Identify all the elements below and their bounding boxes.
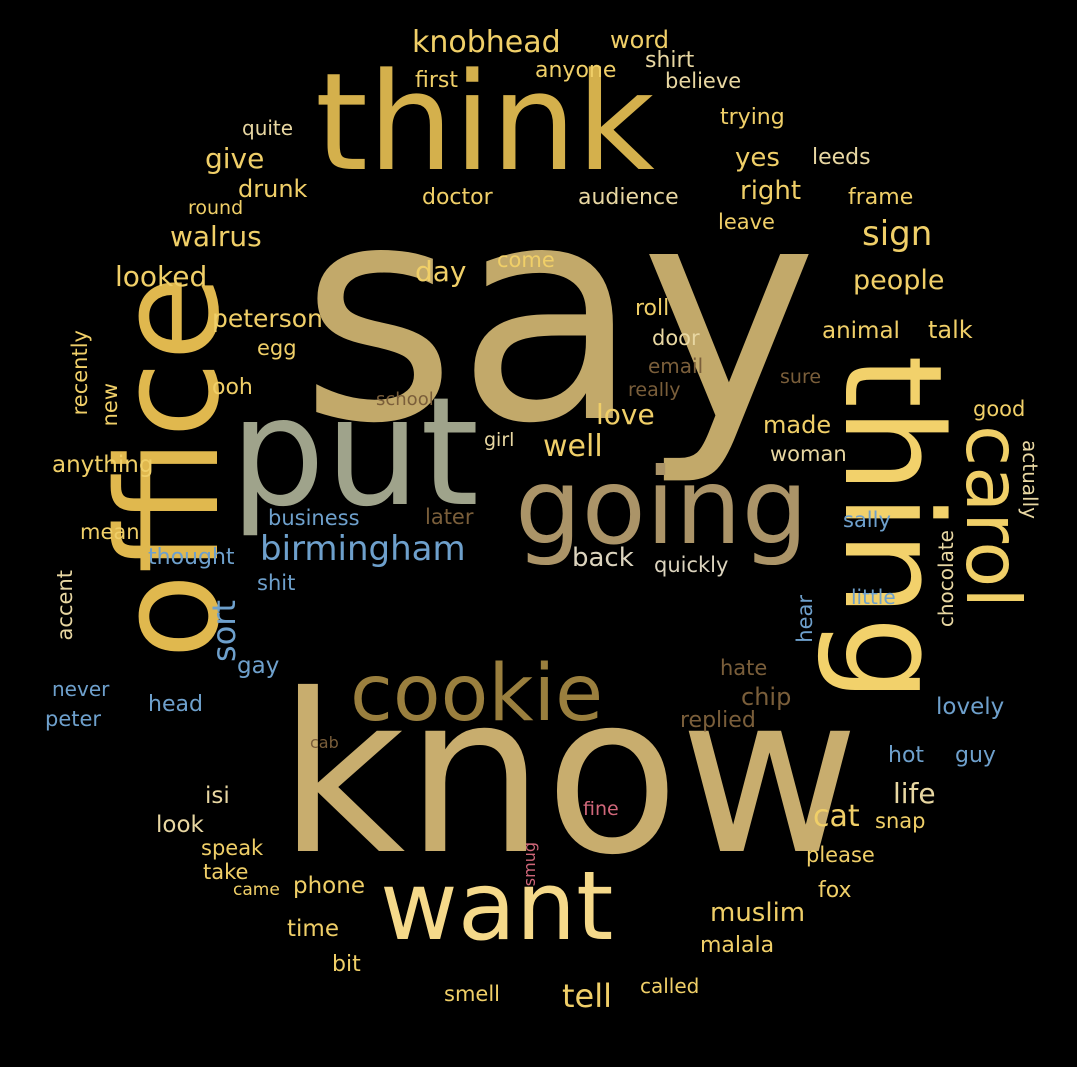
word-never: never bbox=[52, 677, 110, 701]
word-put: put bbox=[230, 366, 480, 540]
word-leave: leave bbox=[718, 210, 775, 234]
word-back: back bbox=[572, 543, 634, 573]
word-fox: fox bbox=[818, 878, 852, 903]
word-head: head bbox=[148, 692, 203, 717]
word-roll: roll bbox=[635, 296, 670, 321]
word-yes: yes bbox=[735, 143, 780, 173]
word-doctor: doctor bbox=[422, 185, 493, 210]
word-love: love bbox=[596, 398, 655, 431]
word-bit: bit bbox=[332, 952, 361, 977]
word-accent: accent bbox=[53, 570, 77, 641]
word-guy: guy bbox=[955, 743, 996, 768]
word-later: later bbox=[425, 505, 474, 529]
word-new: new bbox=[98, 383, 122, 427]
word-good: good bbox=[973, 397, 1026, 421]
word-shirt: shirt bbox=[645, 48, 695, 73]
word-drunk: drunk bbox=[238, 175, 308, 203]
word-knobhead: knobhead bbox=[412, 25, 561, 60]
word-sure: sure bbox=[780, 366, 822, 388]
word-little: little bbox=[851, 585, 896, 609]
word-smug: smug bbox=[520, 842, 539, 887]
word-leeds: leeds bbox=[812, 145, 871, 170]
word-egg: egg bbox=[257, 336, 297, 360]
word-quickly: quickly bbox=[654, 553, 729, 577]
word-day: day bbox=[415, 255, 467, 288]
word-sort: sort bbox=[205, 600, 243, 662]
word-going: going bbox=[515, 446, 809, 568]
word-life: life bbox=[893, 777, 936, 810]
word-hate: hate bbox=[720, 656, 768, 680]
word-peter: peter bbox=[45, 707, 102, 731]
word-door: door bbox=[652, 326, 700, 350]
word-isi: isi bbox=[205, 783, 230, 809]
word-cookie: cookie bbox=[350, 649, 604, 739]
word-came: came bbox=[233, 880, 280, 900]
word-gay: gay bbox=[237, 653, 280, 679]
word-smell: smell bbox=[444, 982, 500, 1006]
word-shit: shit bbox=[257, 571, 296, 595]
word-school: school bbox=[376, 389, 434, 410]
word-right: right bbox=[740, 176, 802, 206]
word-muslim: muslim bbox=[710, 898, 806, 928]
word-lovely: lovely bbox=[936, 694, 1005, 720]
word-ooh: ooh bbox=[212, 375, 253, 400]
word-recently: recently bbox=[68, 330, 92, 416]
word-people: people bbox=[853, 265, 945, 296]
word-well: well bbox=[543, 429, 603, 464]
word-hear: hear bbox=[793, 595, 817, 643]
word-sign: sign bbox=[862, 214, 933, 254]
word-time: time bbox=[287, 916, 339, 942]
word-email: email bbox=[648, 354, 704, 378]
word-mean: mean bbox=[80, 520, 140, 544]
word-thought: thought bbox=[148, 545, 235, 570]
word-want: want bbox=[380, 852, 614, 962]
word-chocolate: chocolate bbox=[934, 530, 958, 628]
word-sally: sally bbox=[843, 508, 891, 532]
word-quite: quite bbox=[242, 116, 294, 140]
word-replied: replied bbox=[680, 708, 756, 733]
word-talk: talk bbox=[928, 316, 973, 344]
word-walrus: walrus bbox=[170, 220, 262, 253]
word-business: business bbox=[268, 506, 360, 530]
word-hot: hot bbox=[888, 743, 925, 768]
word-animal: animal bbox=[822, 318, 900, 344]
word-believe: believe bbox=[665, 69, 742, 93]
word-peterson: peterson bbox=[212, 304, 323, 333]
word-made: made bbox=[763, 411, 832, 439]
word-girl: girl bbox=[484, 429, 515, 451]
word-give: give bbox=[205, 142, 265, 175]
word-phone: phone bbox=[293, 873, 365, 899]
word-trying: trying bbox=[720, 105, 785, 130]
word-malala: malala bbox=[700, 933, 775, 958]
word-snap: snap bbox=[875, 809, 926, 833]
word-tell: tell bbox=[562, 977, 613, 1015]
word-really: really bbox=[628, 379, 681, 401]
word-speak: speak bbox=[201, 836, 264, 860]
word-woman: woman bbox=[770, 442, 847, 466]
word-called: called bbox=[640, 974, 700, 998]
word-frame: frame bbox=[848, 185, 914, 210]
word-fine: fine bbox=[583, 798, 619, 820]
word-chip: chip bbox=[741, 683, 792, 711]
word-say: say bbox=[300, 140, 818, 489]
word-round: round bbox=[188, 197, 244, 219]
word-know: know bbox=[278, 647, 860, 903]
word-looked: looked bbox=[115, 260, 208, 293]
word-take: take bbox=[203, 860, 249, 884]
word-cab: cab bbox=[310, 733, 339, 752]
word-actually: actually bbox=[1018, 440, 1042, 519]
word-cat: cat bbox=[813, 799, 860, 834]
word-come: come bbox=[497, 248, 555, 272]
word-anyone: anyone bbox=[535, 58, 617, 83]
word-word: word bbox=[610, 26, 669, 54]
word-please: please bbox=[806, 843, 875, 867]
word-audience: audience bbox=[578, 185, 679, 210]
word-anything: anything bbox=[52, 452, 154, 478]
word-look: look bbox=[156, 812, 204, 838]
word-think: think bbox=[315, 44, 655, 201]
word-birmingham: birmingham bbox=[260, 529, 466, 569]
word-first: first bbox=[415, 68, 458, 93]
